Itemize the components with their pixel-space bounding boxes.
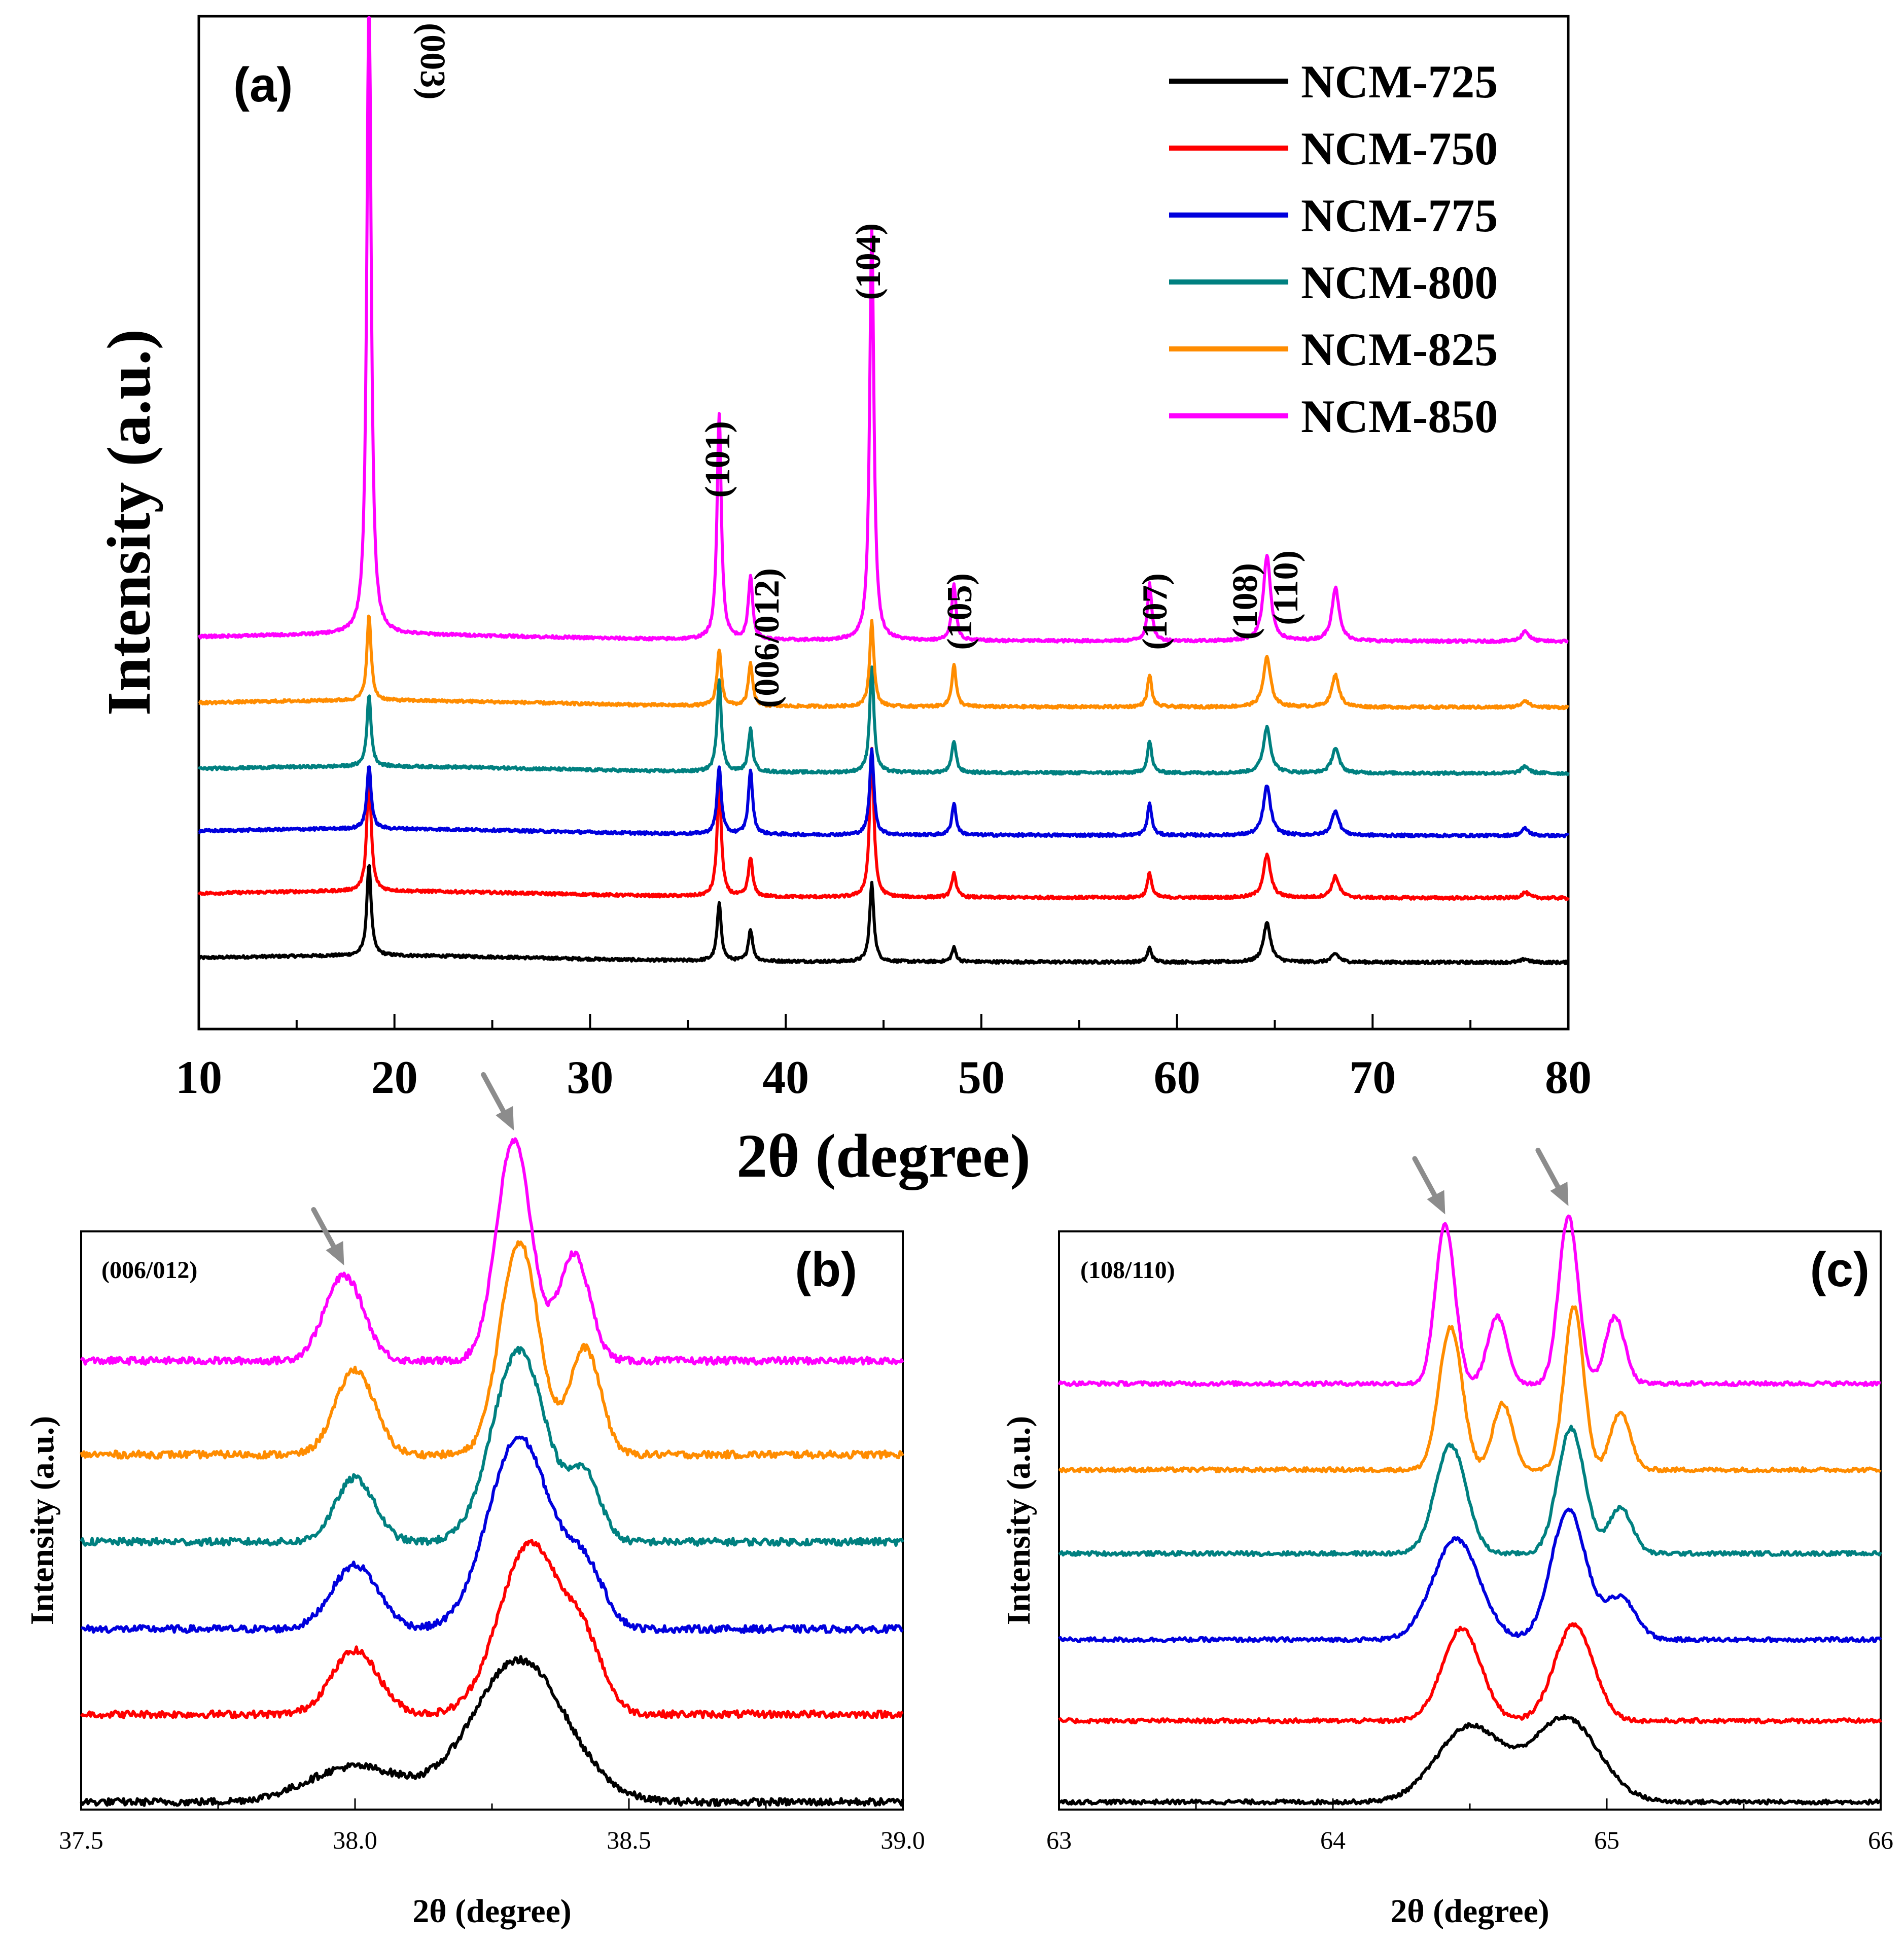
series-ncm-800 — [197, 665, 1570, 776]
series-ncm-725 — [1059, 1714, 1882, 1806]
legend-label: NCM-750 — [1301, 123, 1498, 174]
peak-label: (101) — [698, 421, 737, 498]
series-ncm-825 — [1058, 1305, 1882, 1474]
x-tick-label: 63 — [1046, 1826, 1072, 1854]
peak-label: (104) — [849, 223, 888, 300]
legend-label: NCM-775 — [1301, 190, 1498, 241]
panel-c-arrows — [1412, 1147, 1569, 1215]
series-ncm-775 — [1058, 1507, 1882, 1644]
peak-label: (006/012) — [748, 568, 787, 708]
peak-arrow — [311, 1207, 344, 1265]
panel-b-x-ticks: 37.5 38.0 38.5 39.0 — [59, 1798, 925, 1854]
x-tick-label: 40 — [762, 1051, 809, 1103]
peak-label: (107) — [1136, 573, 1175, 650]
panel-a-x-axis-label: 2θ (degree) — [736, 1122, 1031, 1190]
legend-label: NCM-800 — [1301, 257, 1498, 308]
peak-arrow — [1412, 1156, 1445, 1215]
x-tick-label: 38.0 — [333, 1826, 377, 1854]
series-ncm-825 — [198, 614, 1570, 711]
x-tick-label: 50 — [958, 1051, 1005, 1103]
x-tick-label: 20 — [371, 1051, 418, 1103]
x-tick-label: 10 — [175, 1051, 222, 1103]
peak-label: (105) — [940, 573, 979, 650]
panel-a-peak-labels: (003) (101) (006/012) (104) (105) (107) (108)(… — [413, 23, 1306, 708]
x-tick-label: 37.5 — [59, 1826, 103, 1854]
panel-c-series-group — [1057, 1214, 1882, 1806]
series-ncm-800 — [1058, 1425, 1882, 1558]
panel-a-y-axis-label: Intensity (a.u.) — [95, 329, 163, 716]
panel-a-label: (a) — [233, 58, 293, 112]
panel-b-y-axis-label: Intensity (a.u.) — [24, 1416, 61, 1625]
x-tick-label: 66 — [1868, 1826, 1893, 1854]
x-tick-label: 64 — [1320, 1826, 1346, 1854]
panel-a-series-group — [197, 16, 1570, 966]
series-ncm-775 — [80, 1435, 904, 1634]
peak-label: (110) — [1266, 550, 1306, 625]
panel-b-x-axis-label: 2θ (degree) — [412, 1893, 572, 1930]
panel-b-label: (b) — [795, 1243, 857, 1297]
series-ncm-725 — [80, 1655, 904, 1807]
x-tick-label: 70 — [1349, 1051, 1396, 1103]
panel-c-x-ticks: 63 64 65 66 — [1046, 1798, 1893, 1854]
panel-c-label: (c) — [1810, 1243, 1870, 1297]
panel-c-annotation: (108/110) — [1080, 1257, 1175, 1284]
series-ncm-775 — [198, 747, 1570, 839]
x-tick-label: 38.5 — [607, 1826, 651, 1854]
panel-c-y-axis-label: Intensity (a.u.) — [1000, 1416, 1037, 1625]
legend-label: NCM-725 — [1301, 56, 1498, 108]
peak-label: (003) — [413, 23, 452, 100]
legend: NCM-725 NCM-750 NCM-775 NCM-800 NCM-825 NCM-8… — [1169, 56, 1498, 442]
panel-c: 63 64 65 66 (108/110) (c) 2θ (degree) Inten… — [1000, 1147, 1893, 1930]
x-tick-label: 39.0 — [880, 1826, 925, 1854]
peak-label: (108) — [1226, 563, 1265, 640]
peak-arrow — [1535, 1147, 1569, 1206]
series-ncm-850 — [197, 16, 1569, 644]
panel-b: 37.5 38.0 38.5 39.0 (006/012) (b) 2θ (degre… — [24, 1072, 925, 1930]
x-tick-label: 60 — [1154, 1051, 1201, 1103]
series-ncm-850 — [80, 1137, 904, 1366]
series-ncm-725 — [197, 864, 1570, 966]
series-ncm-850 — [1057, 1214, 1881, 1388]
series-ncm-800 — [80, 1346, 904, 1547]
legend-label: NCM-850 — [1301, 391, 1498, 442]
panel-c-x-axis-label: 2θ (degree) — [1390, 1893, 1549, 1930]
panel-a: (003)(101)(006/012)(104)(105) (107) (108)(… — [95, 15, 1592, 1190]
peak-arrow — [481, 1072, 514, 1130]
series-ncm-750 — [80, 1539, 904, 1719]
series-ncm-750 — [1058, 1622, 1882, 1724]
panel-b-frame — [80, 1230, 904, 1811]
x-tick-label: 30 — [567, 1051, 613, 1103]
x-tick-label: 65 — [1594, 1826, 1619, 1854]
panel-b-arrows — [311, 1072, 514, 1265]
panel-a-x-ticks: 10 20 30 40 50 60 70 80 — [175, 1014, 1592, 1103]
x-tick-label: 80 — [1545, 1051, 1592, 1103]
series-ncm-825 — [80, 1240, 904, 1460]
panel-b-annotation: (006/012) — [101, 1257, 197, 1284]
panel-b-series-group — [80, 1137, 904, 1807]
legend-label: NCM-825 — [1301, 324, 1498, 375]
series-ncm-750 — [197, 747, 1570, 901]
